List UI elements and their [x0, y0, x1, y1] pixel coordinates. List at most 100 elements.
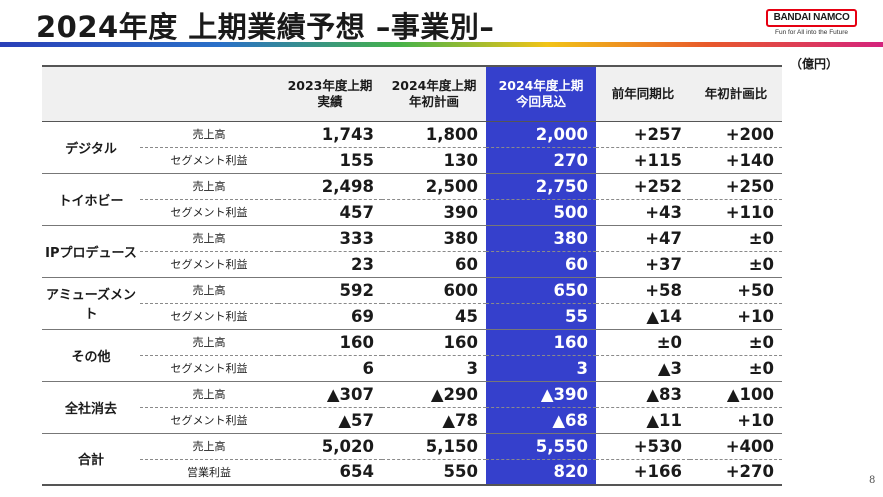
cell-value: +250	[690, 173, 782, 200]
cell-value: ±0	[596, 329, 690, 356]
cell-value: +140	[690, 147, 782, 174]
cell-value: 2,498	[278, 173, 382, 200]
segment-name: 全社消去	[42, 381, 140, 434]
cell-value: 390	[382, 199, 486, 226]
metric-label: 売上高	[140, 121, 278, 148]
table-row: 全社消去 売上高 ▲307 ▲290 ▲390 ▲83 ▲100	[42, 381, 782, 434]
cell-value: 45	[382, 303, 486, 330]
header-line: 年初計画	[408, 93, 459, 109]
cell-value: 1,743	[278, 121, 382, 148]
cell-value-highlight: 500	[486, 199, 596, 226]
cell-value: 457	[278, 199, 382, 226]
table-row: 営業利益 654 550 820 +166 +270	[42, 459, 782, 486]
header-line: 実績	[317, 93, 343, 109]
metric-label: 売上高	[140, 277, 278, 304]
cell-value: 155	[278, 147, 382, 174]
cell-value: ±0	[690, 355, 782, 382]
unit-label: （億円）	[790, 57, 839, 71]
cell-value: ±0	[690, 329, 782, 356]
metric-label: セグメント利益	[140, 147, 278, 174]
cell-value-highlight: ▲68	[486, 407, 596, 434]
cell-value-highlight: 2,000	[486, 121, 596, 148]
table-row: トイホビー 売上高 2,498 2,500 2,750 +252 +250	[42, 173, 782, 226]
cell-value: 654	[278, 459, 382, 486]
cell-value: 2,500	[382, 173, 486, 200]
metric-label: 売上高	[140, 329, 278, 356]
cell-value: 6	[278, 355, 382, 382]
table-row: アミューズメント 売上高 592 600 650 +58 +50	[42, 277, 782, 330]
cell-value: 69	[278, 303, 382, 330]
cell-value: +10	[690, 303, 782, 330]
metric-label: セグメント利益	[140, 407, 278, 434]
cell-value: 160	[382, 329, 486, 356]
header-line: 2024年度上期	[498, 77, 584, 93]
table-row: セグメント利益 6 3 3 ▲3 ±0	[42, 355, 782, 382]
header-fy2024-h1-initial-plan: 2024年度上期 年初計画	[382, 65, 486, 122]
cell-value-highlight: 3	[486, 355, 596, 382]
cell-value-highlight: 270	[486, 147, 596, 174]
metric-label: 売上高	[140, 173, 278, 200]
metric-label: セグメント利益	[140, 303, 278, 330]
segment-name: トイホビー	[42, 173, 140, 226]
cell-value: +257	[596, 121, 690, 148]
cell-value: 550	[382, 459, 486, 486]
cell-value: +50	[690, 277, 782, 304]
cell-value: +10	[690, 407, 782, 434]
cell-value: ▲78	[382, 407, 486, 434]
metric-label: セグメント利益	[140, 251, 278, 278]
segment-name: IPプロデュース	[42, 225, 140, 278]
header-yoy-change: 前年同期比	[596, 65, 690, 122]
table-row: デジタル 売上高 1,743 1,800 2,000 +257 +200	[42, 121, 782, 174]
cell-value: 3	[382, 355, 486, 382]
metric-label: 売上高	[140, 433, 278, 460]
cell-value: +200	[690, 121, 782, 148]
cell-value: ▲11	[596, 407, 690, 434]
table-body: デジタル 売上高 1,743 1,800 2,000 +257 +200 セグメ…	[42, 121, 782, 486]
cell-value-highlight: 820	[486, 459, 596, 486]
cell-value: 592	[278, 277, 382, 304]
header-line: 2024年度上期	[391, 77, 477, 93]
table-row: その他 売上高 160 160 160 ±0 ±0	[42, 329, 782, 382]
cell-value: 160	[278, 329, 382, 356]
header-line: 2023年度上期	[287, 77, 373, 93]
cell-value: 23	[278, 251, 382, 278]
header-line: 今回見込	[515, 93, 566, 109]
page-title: 2024年度 上期業績予想 –事業別–	[36, 10, 495, 44]
cell-value: ▲83	[596, 381, 690, 408]
logo-wordmark: BANDAI NAMCO	[766, 9, 857, 27]
cell-value: 60	[382, 251, 486, 278]
cell-value-highlight: 650	[486, 277, 596, 304]
cell-value-highlight: 160	[486, 329, 596, 356]
cell-value: +115	[596, 147, 690, 174]
metric-label: セグメント利益	[140, 355, 278, 382]
cell-value: ▲307	[278, 381, 382, 408]
cell-value: ▲14	[596, 303, 690, 330]
cell-value: +166	[596, 459, 690, 486]
cell-value: +252	[596, 173, 690, 200]
cell-value: +270	[690, 459, 782, 486]
cell-value: 5,020	[278, 433, 382, 460]
segment-forecast-table: 2023年度上期 実績 2024年度上期 年初計画 2024年度上期 今回見込 …	[42, 65, 782, 486]
segment-name: デジタル	[42, 121, 140, 174]
header-line: 前年同期比	[611, 85, 675, 101]
cell-value-highlight: 380	[486, 225, 596, 252]
table-row: セグメント利益 23 60 60 +37 ±0	[42, 251, 782, 278]
cell-value: 1,800	[382, 121, 486, 148]
cell-value: +43	[596, 199, 690, 226]
title-color-bar	[0, 42, 883, 47]
table-row: セグメント利益 457 390 500 +43 +110	[42, 199, 782, 226]
cell-value: ▲57	[278, 407, 382, 434]
metric-label: 売上高	[140, 225, 278, 252]
cell-value-highlight: 60	[486, 251, 596, 278]
cell-value: 130	[382, 147, 486, 174]
cell-value-highlight: 5,550	[486, 433, 596, 460]
segment-name: その他	[42, 329, 140, 382]
header-vs-initial-plan: 年初計画比	[690, 65, 782, 122]
cell-value: 5,150	[382, 433, 486, 460]
table-row: セグメント利益 155 130 270 +115 +140	[42, 147, 782, 174]
metric-label: 営業利益	[140, 459, 278, 486]
header-fy2024-h1-current-forecast: 2024年度上期 今回見込	[486, 65, 596, 122]
table-header-row: 2023年度上期 実績 2024年度上期 年初計画 2024年度上期 今回見込 …	[42, 65, 782, 122]
cell-value: ±0	[690, 251, 782, 278]
cell-value: +400	[690, 433, 782, 460]
